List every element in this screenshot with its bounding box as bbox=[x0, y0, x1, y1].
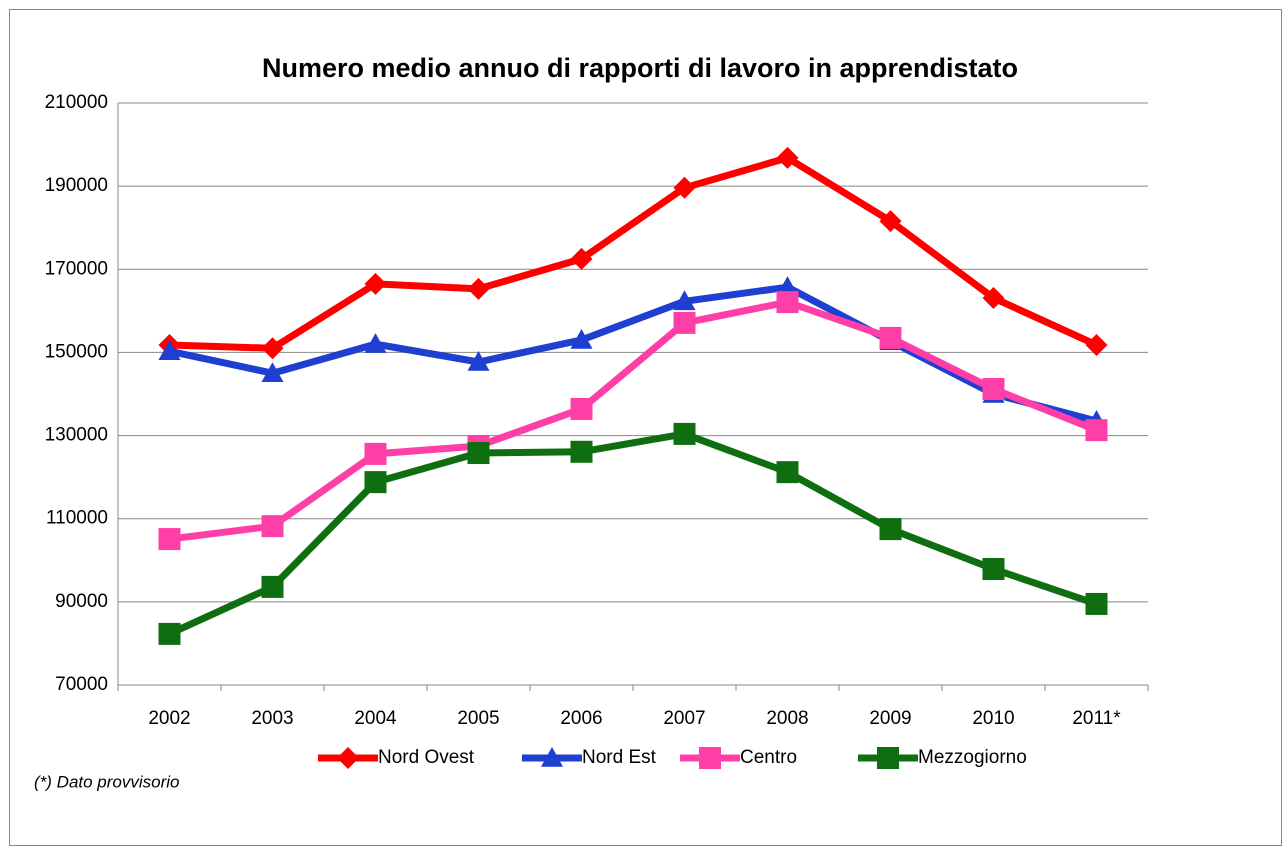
y-tick-label: 170000 bbox=[45, 258, 108, 279]
x-tick-label: 2005 bbox=[457, 708, 499, 729]
series-line bbox=[169, 154, 1098, 352]
marker bbox=[673, 290, 696, 311]
marker bbox=[879, 518, 902, 541]
marker bbox=[467, 442, 490, 465]
marker bbox=[158, 340, 181, 360]
marker bbox=[776, 461, 799, 484]
marker bbox=[364, 442, 387, 465]
marker bbox=[1085, 419, 1108, 442]
marker bbox=[1085, 592, 1108, 615]
legend-marker bbox=[337, 747, 359, 769]
x-tick-label: 2006 bbox=[560, 708, 602, 729]
y-tick-label: 70000 bbox=[55, 674, 108, 695]
legend-label: Nord Est bbox=[582, 747, 657, 768]
x-tick-label: 2003 bbox=[251, 708, 293, 729]
marker bbox=[570, 247, 593, 270]
marker bbox=[261, 575, 284, 598]
marker bbox=[261, 362, 284, 383]
marker bbox=[570, 328, 593, 349]
x-tick-label: 2008 bbox=[766, 708, 808, 729]
marker bbox=[158, 528, 181, 551]
y-tick-label: 130000 bbox=[45, 425, 108, 446]
marker bbox=[364, 333, 387, 353]
chart-border bbox=[9, 9, 1282, 846]
marker bbox=[879, 326, 902, 349]
legend-marker bbox=[877, 747, 899, 769]
marker bbox=[673, 176, 696, 199]
series-line bbox=[169, 298, 1098, 543]
legend-marker bbox=[699, 747, 721, 769]
marker bbox=[570, 440, 593, 463]
x-tick-label: 2007 bbox=[663, 708, 705, 729]
x-tick-label: 2004 bbox=[354, 708, 397, 729]
marker bbox=[879, 210, 902, 233]
marker bbox=[261, 515, 284, 538]
marker bbox=[776, 276, 799, 296]
chart-title: Numero medio annuo di rapporti di lavoro… bbox=[262, 53, 1018, 83]
footnote: (*) Dato provvisorio bbox=[34, 772, 180, 791]
marker bbox=[673, 422, 696, 445]
marker bbox=[982, 378, 1005, 401]
legend-label: Nord Ovest bbox=[378, 747, 475, 768]
y-tick-label: 110000 bbox=[46, 508, 108, 529]
marker bbox=[982, 286, 1005, 309]
marker bbox=[1085, 333, 1108, 356]
x-tick-label: 2009 bbox=[869, 708, 911, 729]
series-line bbox=[168, 283, 1098, 425]
marker bbox=[982, 558, 1005, 581]
legend-marker bbox=[541, 747, 563, 767]
marker bbox=[364, 272, 387, 295]
marker bbox=[467, 277, 490, 300]
legend-label: Mezzogiorno bbox=[918, 747, 1027, 768]
x-tick-label: 2011* bbox=[1072, 708, 1121, 729]
marker bbox=[364, 471, 387, 494]
legend-label: Centro bbox=[740, 747, 797, 768]
marker bbox=[158, 622, 181, 645]
marker bbox=[261, 337, 284, 360]
y-tick-label: 190000 bbox=[45, 175, 108, 196]
y-tick-label: 90000 bbox=[55, 591, 108, 612]
y-tick-label: 210000 bbox=[45, 92, 108, 113]
marker bbox=[776, 146, 799, 169]
marker bbox=[570, 397, 593, 420]
y-tick-label: 150000 bbox=[45, 341, 108, 362]
marker bbox=[776, 291, 799, 314]
x-tick-label: 2002 bbox=[148, 708, 190, 729]
series-line bbox=[168, 430, 1098, 638]
x-tick-label: 2010 bbox=[972, 708, 1014, 729]
marker bbox=[467, 350, 490, 371]
marker bbox=[673, 311, 696, 334]
